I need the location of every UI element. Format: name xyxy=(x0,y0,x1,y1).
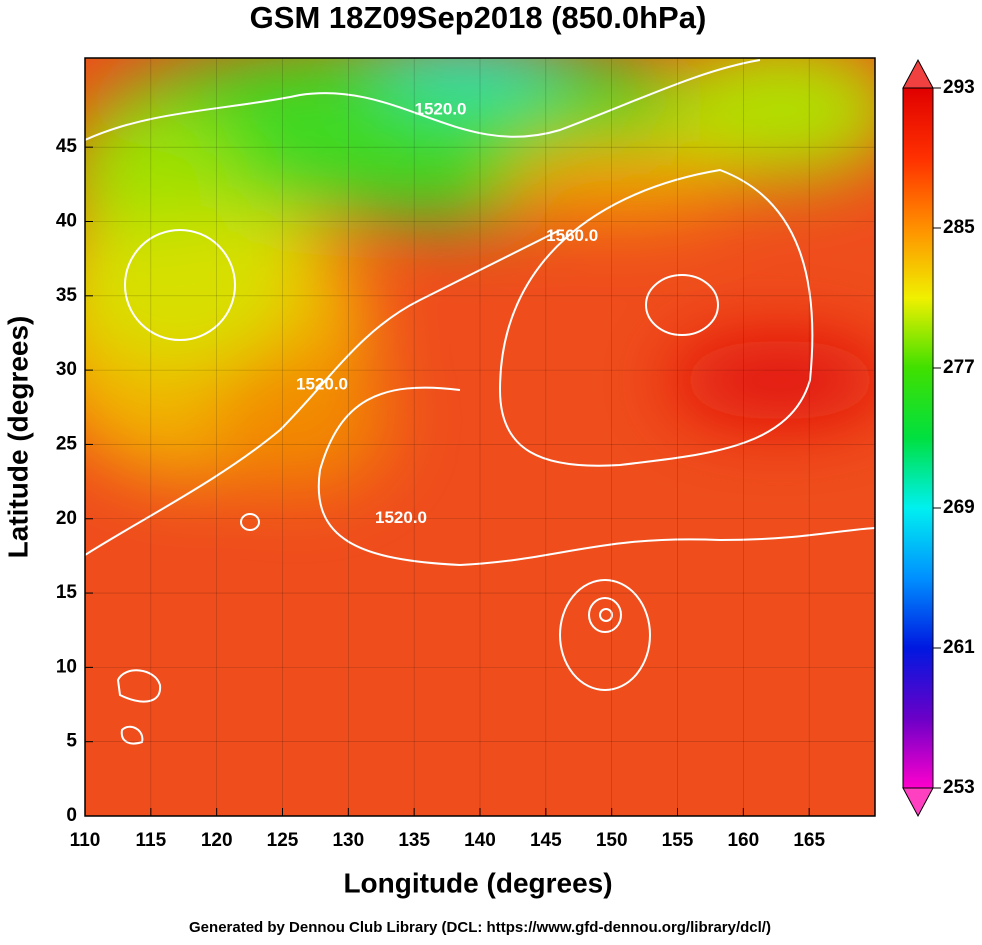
y-tick-label: 0 xyxy=(66,805,77,826)
y-tick-label: 45 xyxy=(56,136,78,157)
x-tick-label: 130 xyxy=(332,830,364,851)
contour-label: 1520.0 xyxy=(375,508,427,527)
colorbar-tick-label: 285 xyxy=(943,217,975,238)
x-tick-label: 145 xyxy=(530,830,562,851)
y-tick-label: 40 xyxy=(56,211,77,232)
colorbar-min-arrow xyxy=(902,787,934,818)
x-tick-label: 125 xyxy=(267,830,299,851)
contour-label: 1560.0 xyxy=(546,226,598,245)
colorbar-max-arrow xyxy=(902,58,934,89)
x-tick-label: 120 xyxy=(201,830,233,851)
y-tick-label: 5 xyxy=(66,731,77,752)
x-axis-label: Longitude (degrees) xyxy=(343,867,612,898)
x-tick-label: 160 xyxy=(727,830,759,851)
colorbar-tick-label: 253 xyxy=(943,777,975,798)
y-tick-label: 25 xyxy=(56,433,78,454)
x-tick-label: 165 xyxy=(793,830,825,851)
footer: Generated by Dennou Club Library (DCL: h… xyxy=(189,919,771,936)
plot-frame xyxy=(84,57,876,817)
x-tick-label: 115 xyxy=(136,830,167,851)
x-tick-label: 135 xyxy=(398,830,430,851)
y-tick-label: 35 xyxy=(56,285,78,306)
x-tick-label: 110 xyxy=(70,830,101,851)
colorbar-tick-label: 277 xyxy=(943,357,975,378)
contour-label: 1520.0 xyxy=(415,100,467,119)
colorbar-tick-label: 261 xyxy=(943,637,975,658)
colorbar xyxy=(902,87,934,789)
x-tick-label: 155 xyxy=(662,830,694,851)
y-tick-label: 15 xyxy=(56,582,78,603)
contour-label: 1520.0 xyxy=(296,374,348,393)
y-tick-label: 30 xyxy=(56,359,77,380)
temperature-field xyxy=(85,58,875,816)
y-axis-label: Latitude (degrees) xyxy=(2,316,33,559)
y-tick-label: 10 xyxy=(56,656,77,677)
x-tick-label: 150 xyxy=(596,830,628,851)
chart-title: GSM 18Z09Sep2018 (850.0hPa) xyxy=(250,0,707,35)
y-tick-label: 20 xyxy=(56,508,77,529)
colorbar-tick-label: 269 xyxy=(943,497,975,518)
x-tick-label: 140 xyxy=(464,830,496,851)
colorbar-tick-label: 293 xyxy=(943,77,975,98)
grid xyxy=(84,58,875,817)
